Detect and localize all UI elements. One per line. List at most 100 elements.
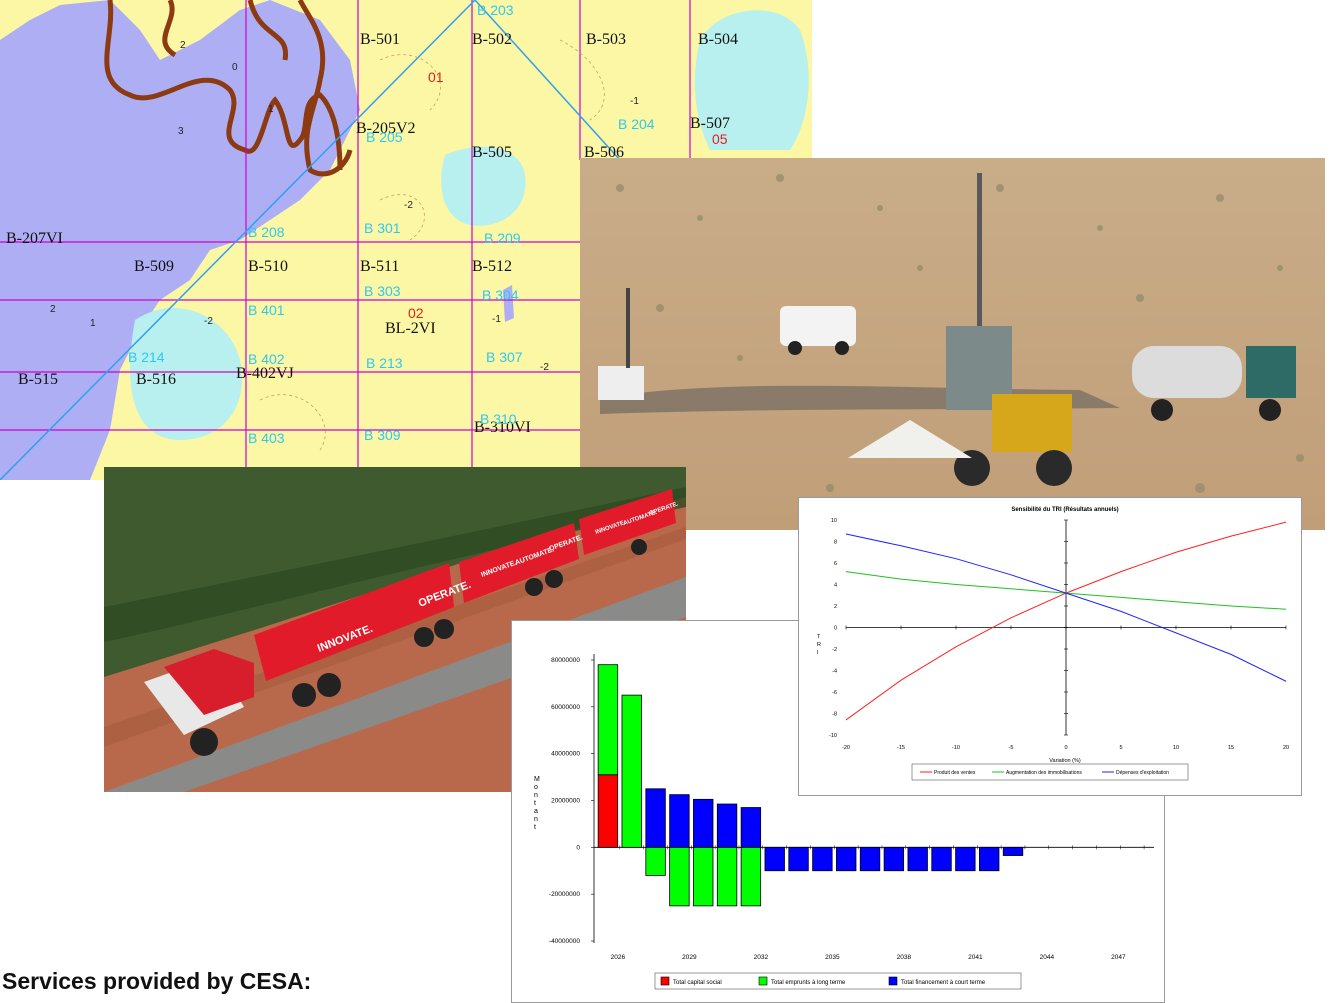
tri-series-line <box>845 533 1287 682</box>
financing-legend <box>654 972 1022 990</box>
financing-bar <box>836 846 857 872</box>
drill-label: B-510 <box>248 258 288 275</box>
financing-bar <box>907 846 928 872</box>
drill-label: B-506 <box>584 144 624 161</box>
financing-legend-swatch <box>660 976 670 986</box>
tri-x-tick-label: -15 <box>897 745 905 751</box>
drill-label: B-503 <box>586 31 626 48</box>
tri-x-tick-label: 20 <box>1283 745 1289 751</box>
drill-label: B-512 <box>472 258 512 275</box>
financing-bar <box>597 774 619 848</box>
financing-x-tick-label: 2026 <box>611 954 626 961</box>
financing-bar <box>693 846 714 907</box>
block-label: B 401 <box>248 302 285 318</box>
contour-label: 0 <box>232 62 238 73</box>
services-caption: Services provided by CESA: <box>2 968 312 994</box>
road-train <box>144 489 676 756</box>
tri-chart-title: Sensibilité du TRI (Résultats annuels) <box>1011 507 1118 513</box>
block-label: B 214 <box>128 349 165 365</box>
tri-legend-label: Dépenses d'exploitation <box>1116 770 1169 776</box>
drill-label: B-511 <box>360 258 399 275</box>
block-label: B 203 <box>477 2 514 18</box>
tri-y-tick-label: -2 <box>832 647 837 653</box>
block-label: B 204 <box>618 116 655 132</box>
financing-bar <box>716 846 738 907</box>
block-label: B 205 <box>366 129 403 145</box>
tri-y-tick-label: -4 <box>832 669 837 675</box>
financing-bar <box>979 846 1000 872</box>
tri-y-tick-label: 10 <box>831 518 837 524</box>
tri-x-tick-label: -5 <box>1009 745 1014 751</box>
tri-y-tick-label: -10 <box>829 733 837 739</box>
financing-y-tick-label: 20000000 <box>551 798 580 805</box>
contour-label: 1 <box>268 104 274 115</box>
financing-y-tick-label: -40000000 <box>549 938 580 945</box>
tri-chart-canvas: Sensibilité du TRI (Résultats annuels) V… <box>817 507 1289 781</box>
tri-y-tick-label: 6 <box>834 561 837 567</box>
contour-label: 2 <box>50 304 56 315</box>
contour-label: 1 <box>90 318 96 329</box>
financing-legend-swatch <box>888 976 898 986</box>
contour-label: -2 <box>404 200 413 211</box>
drill-label: B-310VI <box>474 419 531 436</box>
zone-label: 05 <box>712 131 728 147</box>
drill-label: BL-2VI <box>385 320 436 337</box>
financing-bar <box>693 798 714 848</box>
drill-label: B-515 <box>18 371 58 388</box>
tri-x-tick-label: -10 <box>952 745 960 751</box>
financing-bar <box>716 803 738 848</box>
financing-bar <box>740 807 762 848</box>
tri-y-tick-label: -8 <box>832 712 837 718</box>
tri-x-tick-label: 15 <box>1228 745 1234 751</box>
drill-label: B-501 <box>360 31 400 48</box>
financing-legend-swatch <box>758 976 768 986</box>
block-label: B 402 <box>248 351 285 367</box>
drill-mast <box>977 173 982 383</box>
block-label: B 307 <box>486 349 523 365</box>
drill-label: B-509 <box>134 258 174 275</box>
light-tower <box>598 366 644 400</box>
truck-canvas: INNOVATE. AUTOMATE. OPERATE. INNOVATE. A… <box>104 467 686 792</box>
water-tanker <box>1132 346 1242 398</box>
financing-x-tick-label: 2029 <box>682 954 697 961</box>
zone-label: 01 <box>428 69 444 85</box>
financing-bar <box>645 788 666 848</box>
drill-label: B-502 <box>472 31 512 48</box>
contour-label: -2 <box>540 362 549 373</box>
financing-x-tick-label: 2044 <box>1040 954 1055 961</box>
tri-x-tick-label: -20 <box>842 745 850 751</box>
financing-y-tick-label: 80000000 <box>551 657 580 664</box>
block-label: B 403 <box>248 430 285 446</box>
block-label: B 304 <box>482 287 519 303</box>
block-label: B 301 <box>364 220 401 236</box>
financing-bar <box>740 846 762 907</box>
financing-x-tick-label: 2038 <box>897 954 912 961</box>
financing-bar <box>621 694 642 848</box>
road-train-photo: INNOVATE. AUTOMATE. OPERATE. INNOVATE. A… <box>104 467 686 792</box>
financing-bar <box>788 846 809 872</box>
financing-y-tick-label: 0 <box>576 844 580 851</box>
block-label: B 209 <box>484 230 521 246</box>
financing-bar <box>669 846 690 907</box>
photo-canvas <box>580 158 1325 530</box>
financing-bar <box>812 846 833 872</box>
financing-bar <box>955 846 976 872</box>
drill-label: B-507 <box>690 115 730 132</box>
tri-x-tick-label: 0 <box>1064 745 1067 751</box>
drill-label: B-402VJ <box>236 365 294 382</box>
tri-legend-label: Produit des ventes <box>934 770 976 776</box>
tri-y-tick-label: 8 <box>834 540 837 546</box>
tri-y-tick-label: 4 <box>834 583 837 589</box>
financing-x-tick-label: 2035 <box>825 954 840 961</box>
drilling-site-photo <box>580 158 1325 530</box>
drill-label: B-205V2 <box>356 120 416 137</box>
tri-x-tick-label: 10 <box>1173 745 1179 751</box>
zone-label: 02 <box>408 305 424 321</box>
tri-legend <box>911 763 1189 781</box>
tri-x-tick-label: 5 <box>1119 745 1122 751</box>
tri-sensitivity-chart: Sensibilité du TRI (Résultats annuels) V… <box>798 497 1302 796</box>
drill-label: B-505 <box>472 144 512 161</box>
contour-label: -2 <box>204 316 213 327</box>
